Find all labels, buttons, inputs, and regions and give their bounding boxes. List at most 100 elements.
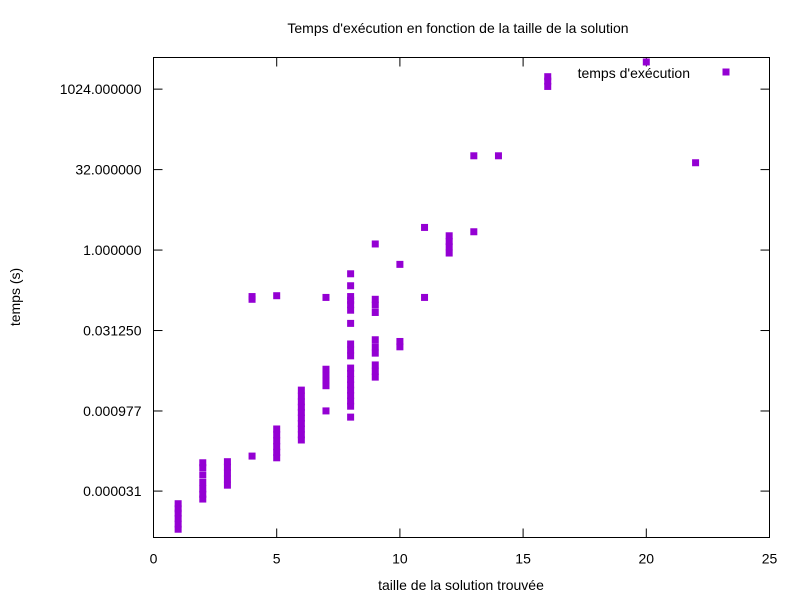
data-point (297, 386, 305, 394)
chart-title: Temps d'exécution en fonction de la tail… (287, 20, 628, 36)
data-point (297, 392, 305, 400)
x-axis-label: taille de la solution trouvée (378, 577, 544, 593)
data-point (174, 515, 182, 523)
data-point (494, 152, 502, 160)
data-point (322, 365, 330, 373)
data-point (347, 402, 355, 410)
data-point (371, 301, 379, 309)
data-point (347, 340, 355, 348)
data-point (322, 371, 330, 379)
data-point (297, 414, 305, 422)
data-point (371, 240, 379, 248)
data-point (347, 306, 355, 314)
data-point (174, 509, 182, 517)
data-point (174, 525, 182, 533)
data-point (174, 520, 182, 528)
data-point (371, 295, 379, 303)
data-point (297, 436, 305, 444)
data-point (347, 282, 355, 290)
data-point (396, 343, 404, 351)
data-point (199, 495, 207, 503)
data-point (470, 228, 478, 236)
data-point (322, 377, 330, 385)
data-point (347, 392, 355, 400)
legend-marker (722, 68, 730, 76)
y-tick-label: 0.000977 (83, 403, 142, 419)
data-point (174, 505, 182, 513)
data-point (322, 382, 330, 390)
data-point (174, 500, 182, 508)
data-point (347, 397, 355, 405)
data-point (248, 293, 256, 301)
data-point (544, 82, 552, 90)
plot-frame (153, 57, 770, 538)
data-point (199, 485, 207, 493)
x-tick-label: 10 (392, 551, 408, 567)
data-point (223, 475, 231, 483)
data-point (347, 352, 355, 360)
legend: temps d'exécution (578, 65, 730, 81)
data-point (297, 431, 305, 439)
data-point (371, 336, 379, 344)
x-tick-label: 5 (273, 551, 281, 567)
data-point (223, 463, 231, 471)
data-point (297, 398, 305, 406)
data-point (199, 478, 207, 486)
data-point (347, 364, 355, 372)
data-point (199, 490, 207, 498)
data-point (421, 293, 429, 301)
data-point (396, 260, 404, 268)
data-point (347, 293, 355, 301)
data-point (371, 367, 379, 375)
data-point (199, 459, 207, 467)
x-tick-label: 15 (515, 551, 531, 567)
data-point (347, 319, 355, 327)
data-point (445, 237, 453, 245)
data-point (544, 77, 552, 85)
data-point (347, 370, 355, 378)
data-point (347, 413, 355, 421)
data-point (445, 249, 453, 257)
data-point (199, 464, 207, 472)
y-tick-label: 1024.000000 (60, 81, 142, 97)
data-point (470, 152, 478, 160)
y-tick-label: 32.000000 (75, 162, 141, 178)
legend-label: temps d'exécution (578, 65, 690, 81)
data-point (347, 296, 355, 304)
data-point (371, 308, 379, 316)
data-point (199, 471, 207, 479)
data-point (371, 349, 379, 357)
data-point (347, 301, 355, 309)
data-points (174, 58, 700, 533)
data-point (273, 425, 281, 433)
data-point (642, 58, 650, 66)
y-axis-label: temps (s) (7, 268, 23, 326)
data-point (273, 292, 281, 300)
y-tick-label: 1.000000 (83, 242, 142, 258)
data-point (322, 293, 330, 301)
data-point (544, 73, 552, 81)
data-point (273, 443, 281, 451)
x-axis: 0 5 10 15 20 25 (150, 57, 777, 567)
data-point (297, 419, 305, 427)
data-point (396, 337, 404, 345)
data-point (248, 452, 256, 460)
data-point (421, 223, 429, 231)
y-axis: 0.000031 0.000977 0.031250 1.000000 32.00000… (60, 81, 770, 499)
data-point (223, 469, 231, 477)
data-point (347, 270, 355, 278)
data-point (371, 361, 379, 369)
data-point (692, 159, 700, 167)
x-tick-label: 20 (639, 551, 655, 567)
data-point (322, 407, 330, 415)
data-point (371, 343, 379, 351)
data-point (297, 425, 305, 433)
data-point (445, 232, 453, 240)
data-point (273, 454, 281, 462)
data-point (445, 243, 453, 251)
y-tick-label: 0.031250 (83, 323, 142, 339)
data-point (273, 437, 281, 445)
data-point (347, 346, 355, 354)
